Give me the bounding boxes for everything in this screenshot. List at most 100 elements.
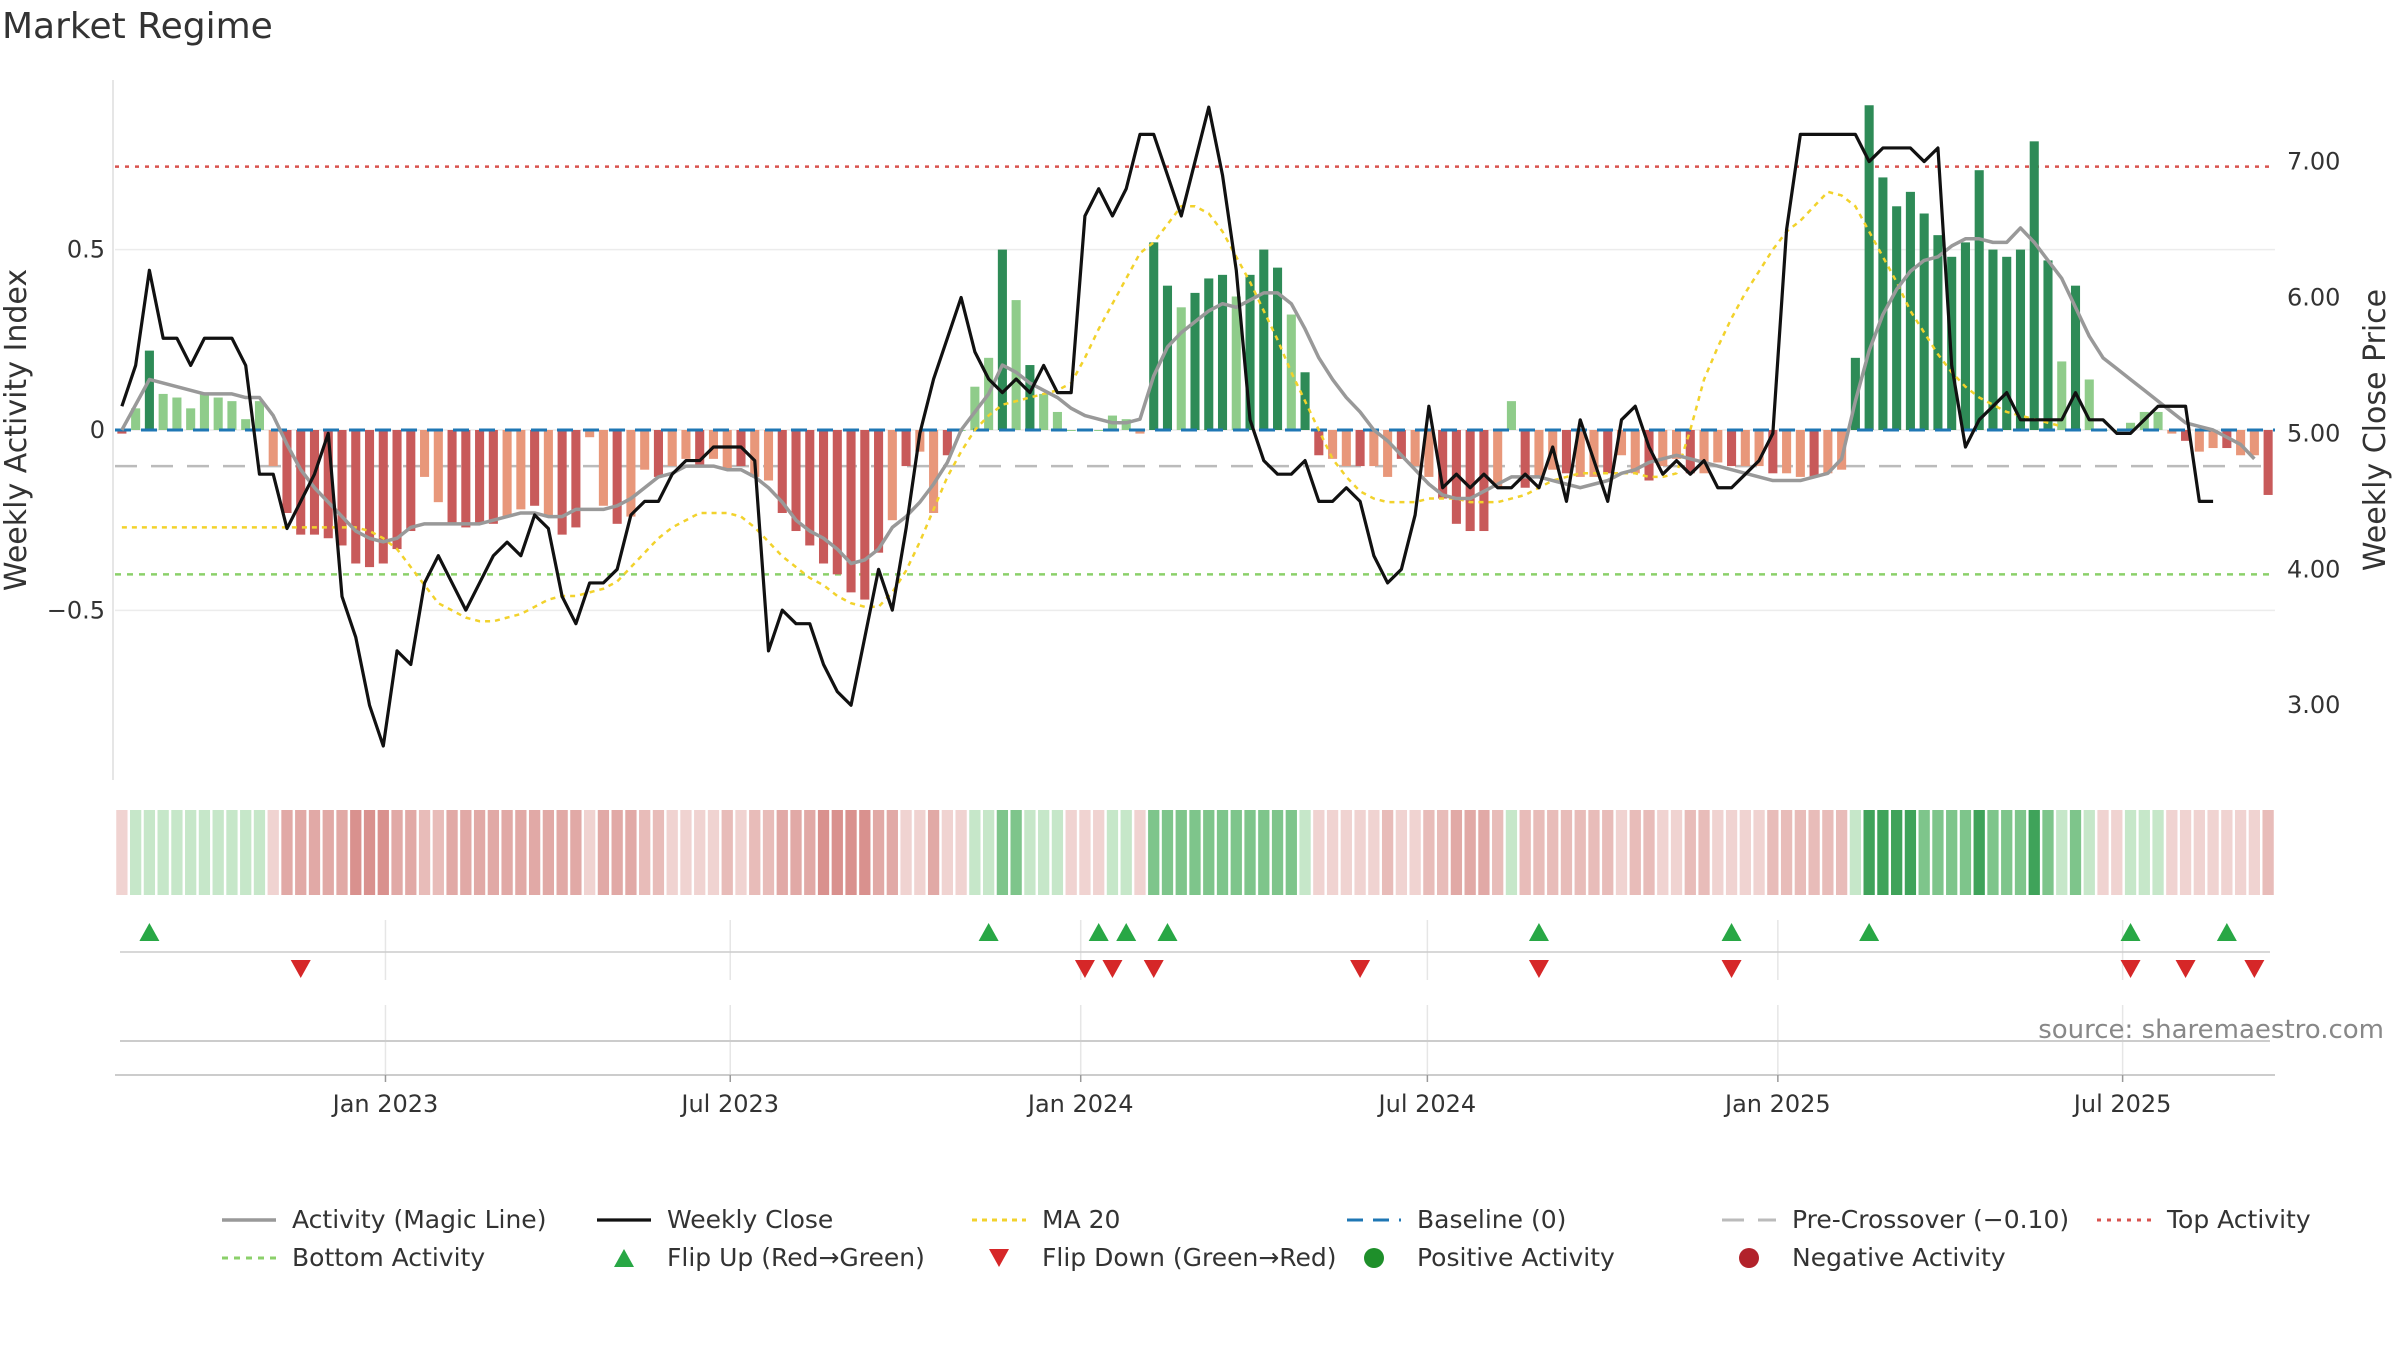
regime-strip-cell xyxy=(1533,810,1545,895)
activity-bar xyxy=(1121,419,1131,430)
activity-bar xyxy=(337,430,347,546)
regime-strip-cell xyxy=(1010,810,1022,895)
legend: Activity (Magic Line) Weekly Close MA 20 Ba… xyxy=(0,1205,2400,1295)
regime-strip-cell xyxy=(1891,810,1903,895)
activity-bar xyxy=(1066,430,1076,431)
regime-strip-cell xyxy=(1725,810,1738,895)
regime-strip-cell xyxy=(2042,810,2054,895)
activity-bar xyxy=(901,430,911,467)
regime-strip-cell xyxy=(1588,810,1600,895)
regime-strip-cell xyxy=(2069,810,2082,895)
regime-strip-cell xyxy=(735,810,747,895)
regime-strip-cell xyxy=(1712,810,1724,895)
regime-strip-cell xyxy=(240,810,252,895)
activity-bar xyxy=(254,401,264,430)
regime-strip-cell xyxy=(1547,810,1559,895)
regime-strip-cell xyxy=(253,810,266,895)
activity-bar xyxy=(750,430,760,477)
regime-strip-cell xyxy=(1602,810,1614,895)
regime-strip-cell xyxy=(1161,810,1174,895)
legend-pre-crossover-swatch xyxy=(1722,1218,1776,1221)
flip-down-marker xyxy=(1143,960,1164,978)
regime-strip-cell xyxy=(1175,810,1187,895)
activity-bar xyxy=(433,430,443,503)
regime-strip-cell xyxy=(2083,810,2095,895)
y-left-tick-label: 0.5 xyxy=(67,236,105,264)
regime-strip-cell xyxy=(1244,810,1256,895)
y-left-tick-label: −0.5 xyxy=(47,596,105,624)
market-regime-chart: 0.5 0 −0.5 7.00 6.00 5.00 4.00 3.00 Weekly Activ… xyxy=(0,80,2393,1118)
legend-positive-activity-mark xyxy=(1364,1247,1384,1268)
legend-top-activity-label: Top Activity xyxy=(2167,1205,2311,1234)
activity-bar xyxy=(2043,260,2053,430)
regime-strip-cell xyxy=(528,810,541,895)
regime-strip-cell xyxy=(570,810,582,895)
flip-down-marker xyxy=(2120,960,2141,978)
flip-up-marker xyxy=(1528,923,1549,941)
y-right-tick-label: 7.00 xyxy=(2287,148,2340,176)
activity-bar xyxy=(1259,249,1269,430)
activity-bar xyxy=(1355,430,1365,467)
activity-bar xyxy=(1699,430,1709,474)
activity-bar xyxy=(378,430,388,564)
regime-strip-cell xyxy=(2152,810,2164,895)
activity-bar xyxy=(970,386,980,430)
flip-up-marker xyxy=(2216,923,2237,941)
activity-bar xyxy=(2194,430,2204,452)
flip-up-marker xyxy=(1157,923,1178,941)
activity-bar xyxy=(1892,206,1902,430)
legend-top-activity-swatch xyxy=(2097,1218,2151,1221)
regime-strip-cell xyxy=(927,810,940,895)
activity-bar xyxy=(598,430,608,506)
activity-bar xyxy=(1933,235,1943,430)
regime-strip-cell xyxy=(1106,810,1119,895)
regime-strip-cell xyxy=(2014,810,2027,895)
regime-strip-cell xyxy=(1271,810,1284,895)
y-right-axis-title: Weekly Close Price xyxy=(2358,289,2393,571)
activity-bar xyxy=(1782,430,1792,474)
regime-strip-cell xyxy=(845,810,857,895)
activity-bar xyxy=(1740,430,1750,467)
legend-negative-activity-label: Negative Activity xyxy=(1792,1243,2006,1272)
regime-strip-cell xyxy=(955,810,967,895)
activity-bar xyxy=(640,430,650,470)
activity-bar xyxy=(653,430,663,477)
regime-strip-cell xyxy=(501,810,513,895)
regime-strip-cell xyxy=(2166,810,2178,895)
regime-strip-cell xyxy=(1464,810,1476,895)
activity-bar xyxy=(543,430,553,517)
activity-bar xyxy=(997,249,1007,430)
activity-bar xyxy=(1905,191,1915,430)
legend-ma20-swatch xyxy=(972,1218,1026,1221)
y-right-tick-label: 3.00 xyxy=(2287,691,2340,719)
legend-baseline-label: Baseline (0) xyxy=(1417,1205,1567,1234)
flip-up-marker xyxy=(2120,923,2141,941)
regime-strip-cell xyxy=(1643,810,1655,895)
regime-strip-cell xyxy=(350,810,362,895)
activity-bar xyxy=(1176,307,1186,430)
regime-strip-cell xyxy=(446,810,458,895)
legend-top-activity: Top Activity xyxy=(2095,1205,2311,1234)
activity-bar xyxy=(1190,292,1200,430)
flip-down-marker xyxy=(2244,960,2265,978)
activity-bar xyxy=(1850,357,1860,430)
activity-bar xyxy=(929,430,939,513)
activity-bar xyxy=(420,430,430,477)
activity-bar xyxy=(144,350,154,430)
activity-bar xyxy=(681,430,691,459)
regime-strip-cell xyxy=(1381,810,1394,895)
flip-up-marker xyxy=(139,923,160,941)
activity-bar xyxy=(1974,170,1984,431)
legend-magic-line-swatch xyxy=(222,1217,276,1222)
activity-bar xyxy=(1616,430,1627,456)
flip-down-marker xyxy=(290,960,311,978)
activity-bar xyxy=(846,430,856,593)
regime-strip-cell xyxy=(2028,810,2040,895)
activity-bar xyxy=(1919,213,1929,430)
regime-strip-cell xyxy=(185,810,197,895)
activity-bar xyxy=(1162,285,1173,430)
regime-strip-cell xyxy=(198,810,211,895)
y-right-tick-label: 4.00 xyxy=(2287,555,2340,583)
regime-strip-cell xyxy=(859,810,871,895)
regime-strip-cell xyxy=(2179,810,2192,895)
